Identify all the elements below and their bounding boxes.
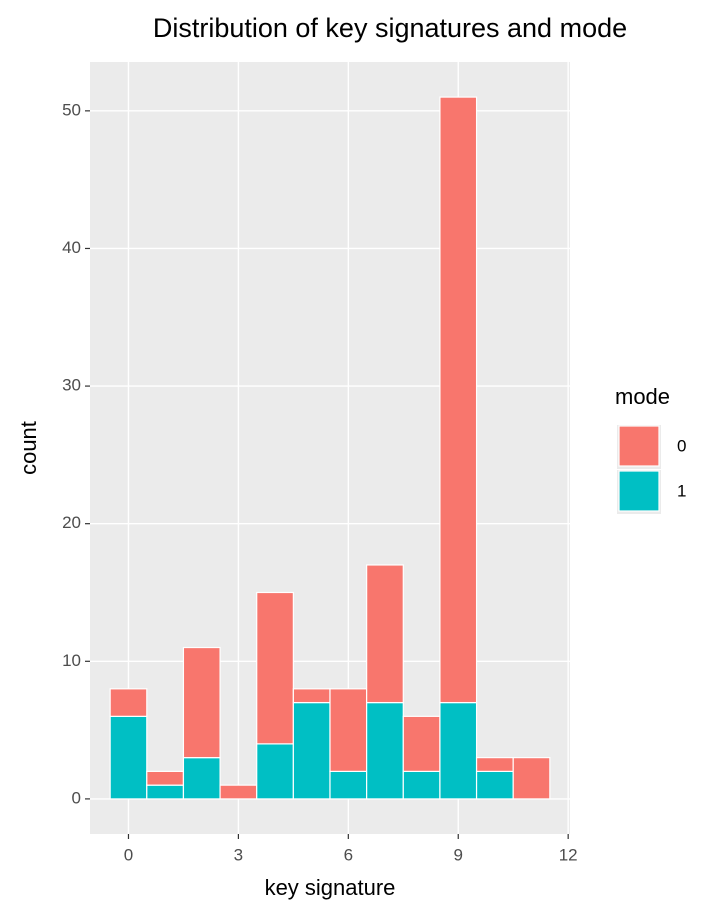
legend-label: 1 <box>677 481 686 500</box>
histogram-bar <box>439 96 478 704</box>
histogram-bar <box>219 784 258 800</box>
histogram-bar <box>256 743 294 800</box>
y-tick-label: 50 <box>62 100 81 119</box>
histogram-bar <box>475 770 514 800</box>
legend-title: mode <box>615 384 670 409</box>
x-axis-label: key signature <box>265 875 396 900</box>
histogram-bar <box>402 770 441 800</box>
x-tick-label: 6 <box>344 845 353 864</box>
legend-swatch <box>618 425 660 467</box>
legend-swatch <box>618 470 660 512</box>
y-tick-label: 30 <box>62 376 81 395</box>
histogram-bar <box>512 757 551 800</box>
histogram-bar <box>475 757 514 772</box>
histogram-bar <box>402 715 441 772</box>
histogram-bar <box>366 564 404 704</box>
chart-title: Distribution of key signatures and mode <box>153 13 627 43</box>
x-tick-label: 12 <box>559 845 578 864</box>
legend-label: 0 <box>677 436 686 455</box>
y-tick-label: 0 <box>72 788 81 807</box>
y-tick-label: 40 <box>62 238 81 257</box>
histogram-bar <box>256 591 294 745</box>
x-tick-label: 9 <box>454 845 463 864</box>
x-tick-label: 3 <box>234 845 243 864</box>
histogram-bar <box>109 715 148 800</box>
histogram-bar <box>146 784 185 800</box>
histogram-bar <box>109 688 148 717</box>
histogram-bar <box>329 688 368 772</box>
y-tick-label: 10 <box>62 651 81 670</box>
histogram-bar <box>182 646 221 759</box>
histogram-bar <box>146 770 185 786</box>
histogram-bar <box>329 770 368 800</box>
histogram-bar <box>439 701 478 800</box>
x-tick-label: 0 <box>124 845 133 864</box>
histogram-bar <box>292 701 331 800</box>
histogram-bar <box>292 688 331 704</box>
histogram-bar <box>366 701 404 800</box>
y-axis-label: count <box>16 421 41 475</box>
y-tick-label: 20 <box>62 513 81 532</box>
histogram-bar <box>182 757 221 800</box>
